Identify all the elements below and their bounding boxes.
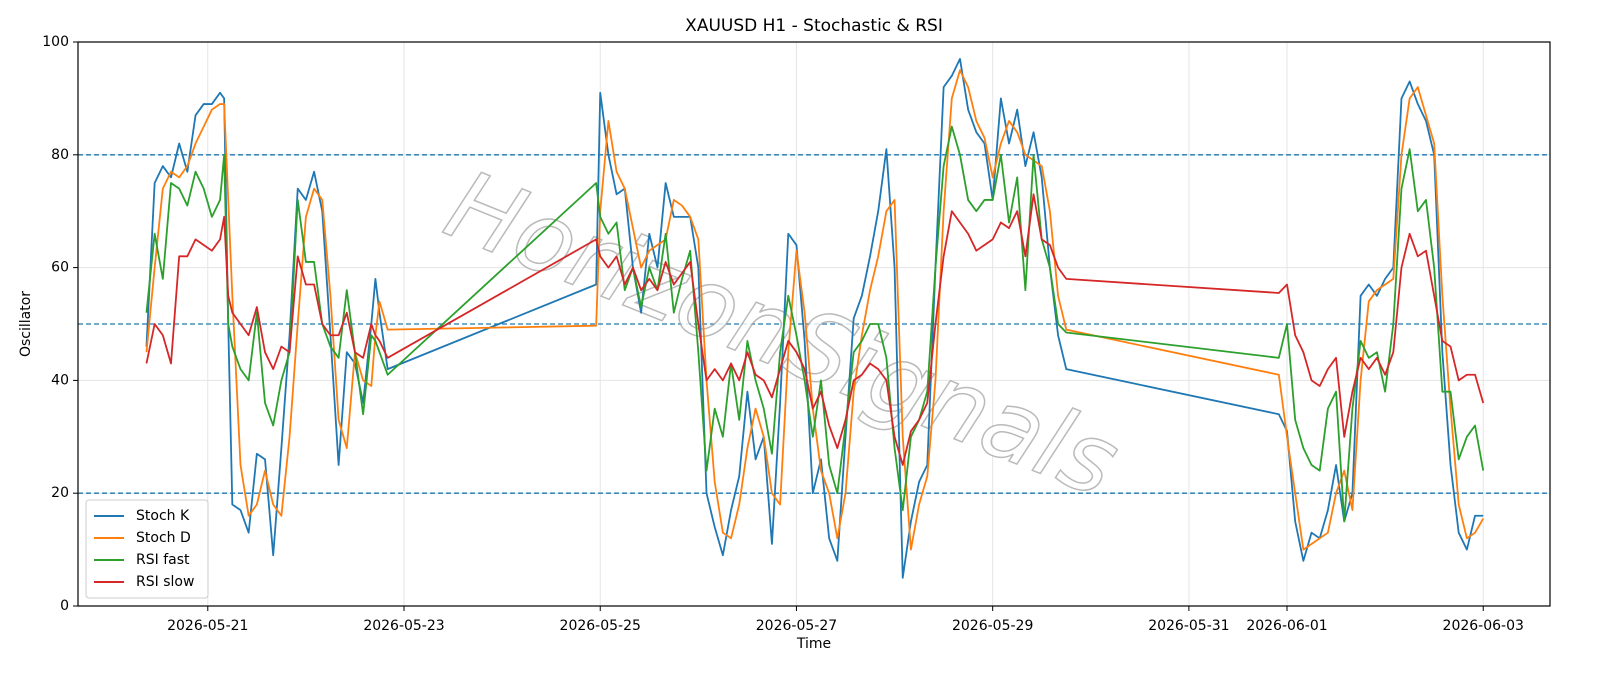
legend-label: Stoch D <box>136 530 191 546</box>
y-tick-label: 40 <box>51 372 69 388</box>
y-axis-label: Oscillator <box>18 291 34 357</box>
x-tick-label: 2026-05-27 <box>756 618 837 634</box>
y-tick-label: 60 <box>51 260 69 276</box>
legend-label: RSI fast <box>136 552 190 568</box>
series-line <box>145 193 1485 466</box>
y-tick-label: 100 <box>42 34 69 50</box>
plot-frame <box>77 41 1551 607</box>
x-axis-label: Time <box>796 636 831 652</box>
x-tick-label: 2026-05-23 <box>363 618 444 634</box>
legend-label: RSI slow <box>136 574 194 590</box>
legend-label: Stoch K <box>136 508 190 524</box>
series-line <box>145 125 1485 523</box>
x-tick-label: 2026-05-31 <box>1148 618 1229 634</box>
x-tick-label: 2026-06-03 <box>1443 618 1524 634</box>
x-tick-label: 2026-05-21 <box>167 618 248 634</box>
legend-box <box>85 499 209 599</box>
x-tick-label: 2026-05-29 <box>952 618 1033 634</box>
y-tick-label: 80 <box>51 147 69 163</box>
y-tick-label: 0 <box>60 598 69 614</box>
chart-title: XAUUSD H1 - Stochastic & RSI <box>685 16 943 36</box>
x-tick-label: 2026-06-01 <box>1246 618 1327 634</box>
x-tick-label: 2026-05-25 <box>560 618 641 634</box>
series-line <box>145 69 1485 551</box>
y-tick-label: 20 <box>51 485 69 501</box>
